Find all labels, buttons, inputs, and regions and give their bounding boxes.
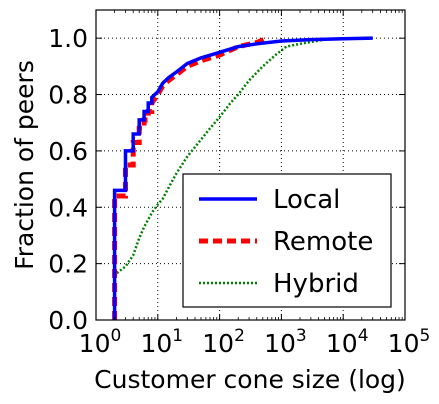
series-line-hybrid <box>113 36 344 320</box>
legend-label-remote: Remote <box>273 227 373 257</box>
x-tick-label: 102 <box>202 326 245 358</box>
legend: Local Remote Hybrid <box>182 173 392 308</box>
series-line-remote <box>112 35 269 320</box>
ticks <box>95 10 406 321</box>
series-lines <box>112 35 373 320</box>
y-tick-label: 0.0 <box>48 306 88 335</box>
x-tick-labels: 100 101 102 103 104 105 <box>79 326 431 358</box>
x-tick-label: 105 <box>388 326 431 358</box>
x-tick-label: 101 <box>140 326 183 358</box>
series-line-local <box>112 36 373 320</box>
y-tick-label: 0.8 <box>48 81 88 110</box>
x-tick-label: 104 <box>326 326 369 358</box>
legend-label-local: Local <box>273 185 340 215</box>
y-tick-label: 0.2 <box>48 250 88 279</box>
x-tick-label: 100 <box>79 326 122 358</box>
y-tick-label: 1.0 <box>48 24 88 53</box>
plot-frame <box>95 9 406 321</box>
legend-label-hybrid: Hybrid <box>273 269 359 299</box>
y-tick-label: 0.4 <box>48 193 88 222</box>
x-tick-label: 103 <box>264 326 307 358</box>
x-axis-title: Customer cone size (log) <box>94 365 406 394</box>
y-tick-labels: 0.0 0.2 0.4 0.6 0.8 1.0 <box>48 24 88 335</box>
y-axis-title: Fraction of peers <box>10 60 39 270</box>
y-tick-label: 0.6 <box>48 137 88 166</box>
